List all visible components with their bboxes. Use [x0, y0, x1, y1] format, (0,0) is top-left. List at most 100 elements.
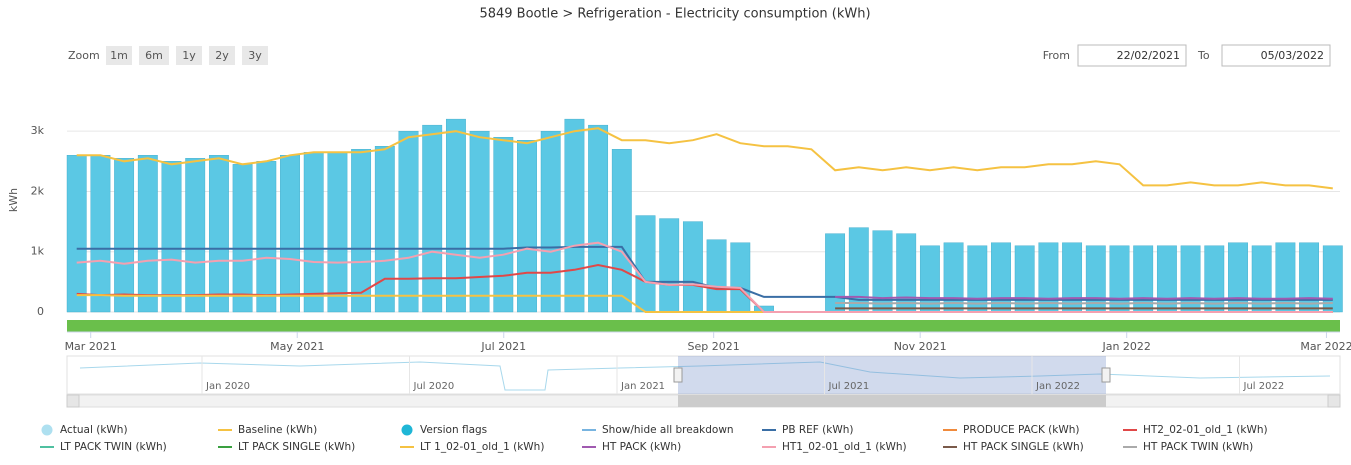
legend-label: HT1_02-01_old_1 (kWh)	[782, 441, 907, 453]
navigator-tick-label: Jul 2021	[828, 381, 870, 392]
legend-item[interactable]: LT PACK SINGLE (kWh)	[218, 441, 355, 453]
navigator-handle[interactable]	[1101, 367, 1111, 383]
scroll-right[interactable]	[1327, 394, 1341, 408]
navigator-tick-label: Jan 2021	[620, 381, 665, 392]
legend-item[interactable]: Baseline (kWh)	[218, 424, 317, 436]
zoom-button[interactable]	[139, 46, 169, 65]
zoom-button[interactable]	[209, 46, 235, 65]
bar	[445, 118, 466, 313]
bar	[1275, 242, 1296, 313]
zoom-button-label: 2y	[215, 49, 229, 62]
bar	[1204, 245, 1225, 313]
series-line	[76, 241, 1333, 313]
navigator-tick-label: Jan 2020	[205, 381, 250, 392]
legend-item[interactable]: Actual (kWh)	[41, 424, 128, 436]
bar	[1062, 242, 1083, 313]
legend-item[interactable]: Show/hide all breakdown	[582, 424, 734, 436]
legend-item[interactable]: HT2_02-01_old_1 (kWh)	[1123, 424, 1268, 436]
bar	[706, 239, 727, 313]
legend-label: HT PACK (kWh)	[602, 441, 681, 453]
zoom-label: Zoom	[68, 49, 100, 62]
navigator-window[interactable]	[678, 356, 1106, 394]
legend-label: LT PACK SINGLE (kWh)	[238, 441, 355, 453]
bar	[825, 233, 846, 313]
bar	[1299, 242, 1320, 313]
series-line	[835, 301, 1333, 305]
zoom-button[interactable]	[106, 46, 132, 65]
bar	[114, 158, 135, 313]
legend-label: Baseline (kWh)	[238, 424, 317, 436]
bar	[1228, 242, 1248, 313]
legend-item[interactable]: PB REF (kWh)	[762, 424, 854, 436]
bar	[185, 158, 206, 313]
zoom-buttons: 1m 6m 1y 2y 3y	[106, 46, 268, 65]
zoom-button-label: 6m	[145, 49, 163, 62]
x-tick-label: Sep 2021	[688, 340, 740, 353]
zoom-button[interactable]	[176, 46, 202, 65]
bar	[730, 242, 751, 313]
to-value: 05/03/2022	[1261, 49, 1324, 62]
legend-item[interactable]: HT PACK (kWh)	[582, 441, 681, 453]
series-line	[835, 295, 1333, 300]
bar	[1038, 242, 1059, 313]
bar	[682, 221, 703, 313]
to-input[interactable]	[1221, 44, 1331, 67]
scrollbar-thumb[interactable]	[678, 395, 1106, 407]
legend-item[interactable]: PRODUCE PACK (kWh)	[943, 424, 1080, 436]
from-value: 22/02/2021	[1117, 49, 1180, 62]
y-tick-label: 1k	[31, 245, 45, 258]
bar	[943, 242, 964, 313]
legend-label: HT PACK TWIN (kWh)	[1143, 441, 1253, 453]
from-input[interactable]	[1077, 44, 1187, 67]
navigator: Jan 2020 Jul 2020 Jan 2021 Jul 2021 Jan 2022…	[66, 355, 1341, 408]
bar	[1251, 245, 1272, 313]
x-tick-label: Jan 2022	[1101, 340, 1150, 353]
to-label: To	[1197, 49, 1210, 62]
chart-title: 5849 Bootle > Refrigeration - Electricit…	[479, 7, 870, 22]
navigator-tick-label: Jan 2022	[1035, 381, 1080, 392]
bar	[303, 152, 324, 313]
bar	[1322, 245, 1343, 313]
legend-label: PRODUCE PACK (kWh)	[963, 424, 1080, 436]
legend: Actual (kWh) Baseline (kWh) Version flags S…	[40, 424, 1268, 453]
y-tick-label: 0	[37, 305, 44, 318]
from-label: From	[1043, 49, 1070, 62]
bar	[137, 155, 158, 313]
legend-item[interactable]: HT PACK SINGLE (kWh)	[943, 441, 1084, 453]
bar	[919, 245, 940, 313]
bar	[280, 155, 300, 313]
legend-item[interactable]: HT1_02-01_old_1 (kWh)	[762, 441, 907, 453]
legend-item[interactable]: LT PACK TWIN (kWh)	[40, 441, 167, 453]
series-line	[76, 127, 1333, 190]
navigator-handle[interactable]	[673, 367, 683, 383]
bar	[398, 130, 419, 313]
bar	[1156, 245, 1177, 313]
bar	[991, 242, 1011, 313]
scroll-left[interactable]	[66, 394, 80, 408]
x-tick-label: Mar 2022	[1300, 340, 1351, 353]
legend-item[interactable]: HT PACK TWIN (kWh)	[1123, 441, 1253, 453]
bar	[493, 136, 514, 313]
bar	[588, 124, 609, 313]
legend-label: LT 1_02-01_old_1 (kWh)	[420, 441, 544, 453]
bar	[351, 149, 372, 313]
navigator-tick-label: Jul 2020	[413, 381, 455, 392]
y-tick-label: 3k	[31, 124, 45, 137]
bar	[374, 146, 395, 313]
zoom-button-label: 1y	[182, 49, 196, 62]
version-flag-band	[67, 320, 1340, 332]
zoom-button[interactable]	[242, 46, 268, 65]
bar	[540, 130, 561, 313]
bar	[90, 155, 111, 313]
legend-label: PB REF (kWh)	[782, 424, 854, 436]
navigator-tick-label: Jul 2022	[1243, 381, 1285, 392]
bar	[611, 149, 632, 313]
legend-item[interactable]: Version flags	[401, 424, 488, 436]
x-tick-label: Jul 2021	[480, 340, 526, 353]
legend-label: Version flags	[420, 424, 487, 436]
bar	[564, 118, 585, 313]
plot-area	[66, 118, 1343, 313]
legend-item[interactable]: LT 1_02-01_old_1 (kWh)	[400, 441, 544, 453]
x-tick-label: May 2021	[270, 340, 324, 353]
bar	[422, 124, 443, 313]
